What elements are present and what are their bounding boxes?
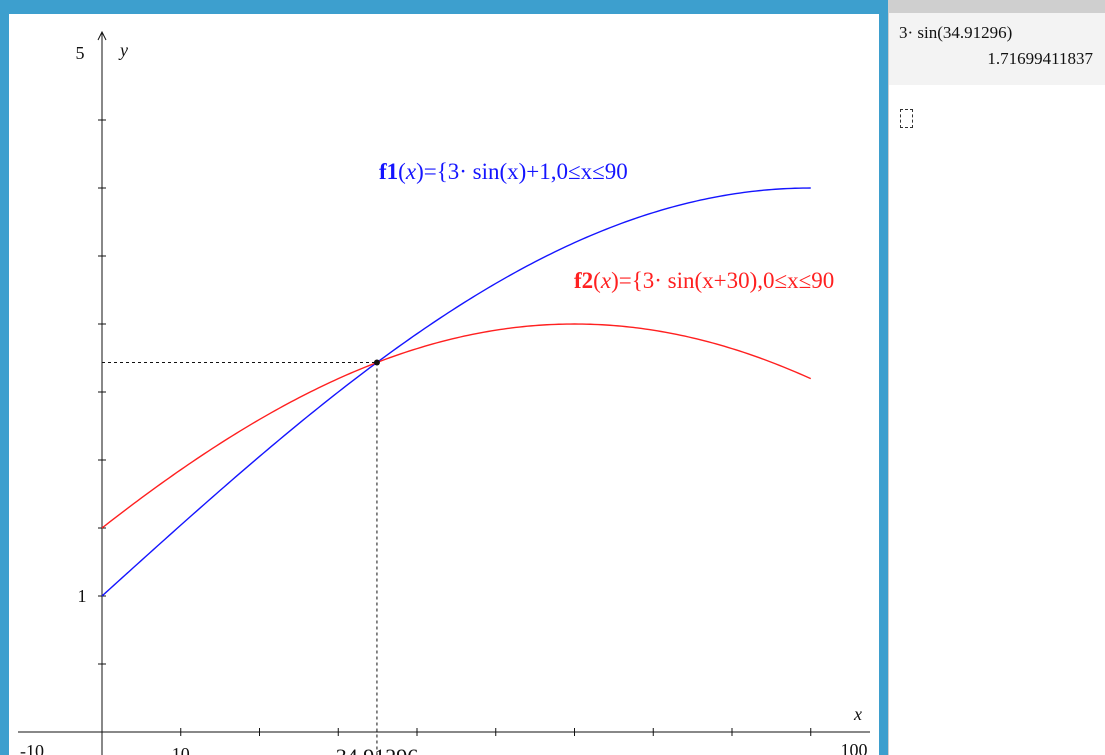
calculator-panel[interactable]: 3· sin(34.91296) 1.71699411837 bbox=[888, 0, 1105, 755]
f2-curve bbox=[101, 323, 812, 529]
f2-function-label[interactable]: f2(x)={3· sin(x+30),0≤x≤90 bbox=[574, 268, 834, 293]
f2-label-var: x bbox=[600, 268, 612, 293]
intersection-x-label: 34.91296 bbox=[336, 744, 419, 755]
calculator-input-field[interactable] bbox=[900, 109, 913, 128]
calculator-history-entry[interactable]: 3· sin(34.91296) 1.71699411837 bbox=[889, 13, 1105, 85]
f1-label-name: f1 bbox=[379, 159, 398, 184]
function-curves bbox=[101, 187, 812, 597]
f2-label-definition: {3· sin(x+30),0≤x≤90 bbox=[632, 268, 835, 293]
graph-canvas[interactable]: y x 5 -10 100 10 1 34.91296 f1(x)={3· si… bbox=[9, 14, 879, 755]
intersection-guides bbox=[102, 359, 380, 755]
y-axis-arrow bbox=[97, 30, 107, 41]
y-axis-label: y bbox=[118, 40, 128, 60]
x-min-label: -10 bbox=[20, 741, 44, 755]
calculator-top-bar bbox=[889, 0, 1105, 13]
f2-label-name: f2 bbox=[574, 268, 593, 293]
f1-label-var: x bbox=[405, 159, 417, 184]
intersection-point bbox=[373, 359, 380, 366]
f1-label-definition: {3· sin(x)+1,0≤x≤90 bbox=[437, 159, 628, 184]
x-tick-label-10: 10 bbox=[172, 744, 190, 755]
axis-ticks bbox=[98, 119, 812, 736]
f1-function-label[interactable]: f1(x)={3· sin(x)+1,0≤x≤90 bbox=[379, 159, 628, 184]
calculator-expression[interactable]: 3· sin(34.91296) bbox=[899, 23, 1013, 42]
y-tick-label-1: 1 bbox=[78, 586, 87, 606]
x-axis-label: x bbox=[853, 704, 862, 724]
graph-panel[interactable]: y x 5 -10 100 10 1 34.91296 f1(x)={3· si… bbox=[0, 0, 888, 755]
calculator-result[interactable]: 1.71699411837 bbox=[987, 49, 1093, 68]
y-max-label: 5 bbox=[76, 43, 85, 63]
f1-curve bbox=[101, 187, 811, 597]
x-max-label: 100 bbox=[841, 740, 868, 755]
axes bbox=[18, 30, 870, 755]
